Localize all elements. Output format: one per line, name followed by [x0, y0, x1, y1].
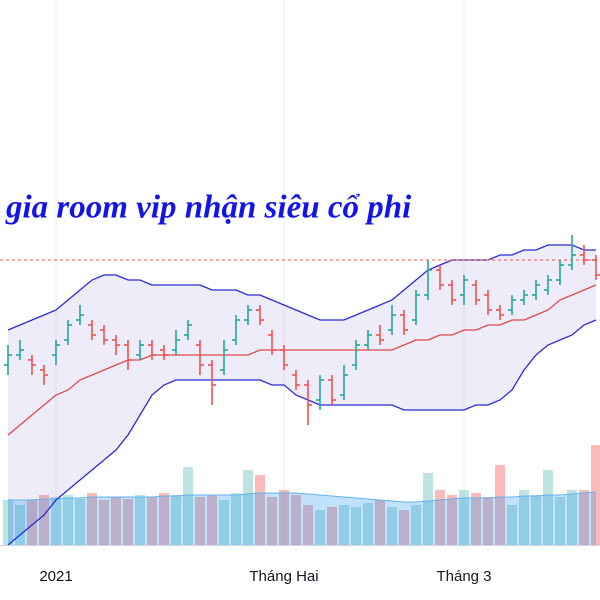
volume-bar	[135, 495, 145, 545]
volume-bar	[339, 505, 349, 545]
annotation: gia room vip nhận siêu cổ phi	[5, 190, 412, 226]
volume-bar	[423, 473, 433, 545]
band-lower	[7, 319, 597, 545]
volume-bar	[75, 499, 85, 545]
volume-bar	[111, 497, 121, 545]
band-upper	[7, 244, 596, 331]
volume-bar	[183, 467, 193, 545]
volume-bar	[531, 495, 541, 545]
volume-bar	[63, 495, 73, 545]
volume-bar	[39, 495, 49, 545]
volume-bar	[411, 505, 421, 545]
time-axis: 2021 Tháng Hai Tháng 3	[39, 568, 491, 585]
volume-bar	[27, 500, 37, 545]
volume-bar	[123, 499, 133, 545]
volume-bar	[51, 497, 61, 545]
volume-bar	[291, 495, 301, 545]
volume-bar	[219, 500, 229, 545]
volume-bar	[519, 490, 529, 545]
volume-bar	[315, 510, 325, 545]
plot-area	[0, 0, 600, 545]
volume-bar	[171, 495, 181, 545]
volume-ma-line	[8, 491, 597, 503]
volume-bar	[387, 507, 397, 545]
volume-bar	[399, 510, 409, 545]
volume-ma-area	[8, 492, 596, 545]
volume-bar	[435, 490, 445, 545]
volume-bar	[87, 493, 97, 545]
volume-bar	[555, 497, 565, 545]
volume-bar	[591, 445, 600, 545]
volume-bar	[231, 493, 241, 545]
volume-bar	[3, 500, 13, 545]
volume-bar	[579, 490, 589, 545]
volume-bar	[255, 475, 265, 545]
volume-bar	[207, 495, 217, 545]
band-middle	[7, 284, 597, 436]
volume-bar	[507, 505, 517, 545]
volume-bar	[195, 497, 205, 545]
volume-bar	[327, 507, 337, 545]
x-tick-label: Tháng 3	[436, 568, 491, 585]
volume-bar	[363, 503, 373, 545]
volume-bar	[303, 505, 313, 545]
volume-bar	[447, 495, 457, 545]
volume-bar	[495, 465, 505, 545]
volume-bar	[159, 493, 169, 545]
volume-bar	[99, 500, 109, 545]
volume-bar	[279, 490, 289, 545]
volume-bar	[243, 470, 253, 545]
volume-bar	[15, 505, 25, 545]
volume-bar	[543, 470, 553, 545]
volume-bar	[459, 490, 469, 545]
volume-bar	[147, 497, 157, 545]
x-tick-label: Tháng Hai	[249, 568, 318, 585]
volume-bar	[471, 493, 481, 545]
volume-bar	[483, 497, 493, 545]
band-fill	[8, 245, 596, 545]
x-tick-label: 2021	[39, 568, 72, 585]
volume-bar	[351, 507, 361, 545]
volume-bar	[375, 500, 385, 545]
volume-bar	[267, 497, 277, 545]
volume-bar	[567, 490, 577, 545]
